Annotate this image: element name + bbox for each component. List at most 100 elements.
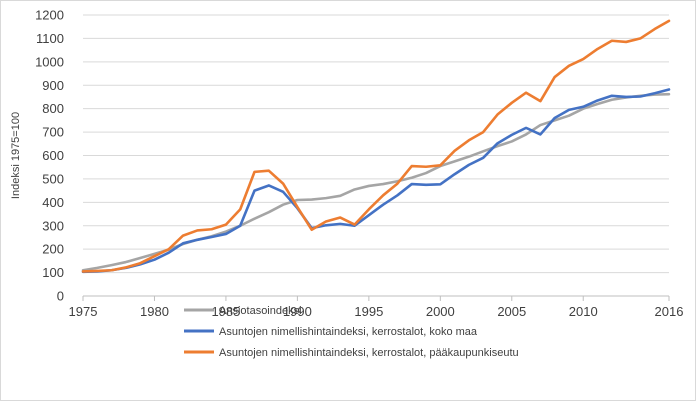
data-point bbox=[511, 134, 513, 136]
series-points-1 bbox=[82, 93, 670, 271]
legend-item-2: Asuntojen nimellishintaindeksi, kerrosta… bbox=[184, 326, 478, 338]
data-point bbox=[553, 117, 555, 119]
data-point bbox=[468, 155, 470, 157]
x-tick-label: 2000 bbox=[426, 304, 455, 319]
data-point bbox=[225, 223, 227, 225]
data-point bbox=[539, 133, 541, 135]
data-point bbox=[325, 197, 327, 199]
data-point bbox=[353, 223, 355, 225]
y-tick-label: 700 bbox=[42, 125, 64, 140]
y-tick-label: 1200 bbox=[35, 8, 64, 23]
series-line-3 bbox=[81, 19, 671, 273]
data-point bbox=[411, 183, 413, 185]
data-point bbox=[253, 189, 255, 191]
data-point bbox=[239, 208, 241, 210]
series-points-2 bbox=[82, 88, 670, 273]
data-point bbox=[582, 106, 584, 108]
legend-label: Asuntojen nimellishintaindeksi, kerrosta… bbox=[219, 347, 519, 359]
data-point bbox=[382, 183, 384, 185]
data-point bbox=[453, 160, 455, 162]
x-tick-label: 1980 bbox=[140, 304, 169, 319]
legend: Ansiotasoindeksi Asuntojen nimellishintai… bbox=[184, 305, 519, 359]
data-point bbox=[525, 92, 527, 94]
data-point bbox=[268, 211, 270, 213]
data-point bbox=[568, 114, 570, 116]
data-point bbox=[196, 239, 198, 241]
data-point bbox=[525, 127, 527, 129]
data-point bbox=[339, 216, 341, 218]
data-point bbox=[496, 113, 498, 115]
data-point bbox=[182, 234, 184, 236]
data-point bbox=[382, 194, 384, 196]
series-lines bbox=[81, 19, 671, 274]
data-point bbox=[139, 262, 141, 264]
data-point bbox=[582, 58, 584, 60]
data-point bbox=[210, 236, 212, 238]
data-point bbox=[168, 248, 170, 250]
data-point bbox=[639, 37, 641, 39]
data-point bbox=[539, 100, 541, 102]
data-point bbox=[82, 270, 84, 272]
series-line-1 bbox=[81, 92, 671, 272]
data-point bbox=[439, 164, 441, 166]
data-point bbox=[153, 255, 155, 257]
data-point bbox=[296, 206, 298, 208]
data-point bbox=[110, 264, 112, 266]
data-point bbox=[168, 251, 170, 253]
data-point bbox=[239, 225, 241, 227]
data-point bbox=[182, 242, 184, 244]
data-point bbox=[339, 195, 341, 197]
data-point bbox=[96, 267, 98, 269]
series-points-3 bbox=[82, 20, 670, 273]
y-axis-title: Indeksi 1975=100 bbox=[10, 112, 22, 199]
data-point bbox=[282, 203, 284, 205]
data-point bbox=[625, 96, 627, 98]
x-tick-label: 2010 bbox=[569, 304, 598, 319]
data-point bbox=[625, 41, 627, 43]
data-point bbox=[482, 150, 484, 152]
y-tick-label: 1100 bbox=[36, 31, 64, 46]
data-point bbox=[668, 88, 670, 90]
legend-label: Asuntojen nimellishintaindeksi, kerrosta… bbox=[219, 326, 478, 338]
data-point bbox=[596, 99, 598, 101]
data-point bbox=[210, 228, 212, 230]
data-point bbox=[396, 182, 398, 184]
data-point bbox=[139, 257, 141, 259]
x-tick-label: 1995 bbox=[354, 304, 383, 319]
data-point bbox=[611, 95, 613, 97]
legend-item-3: Asuntojen nimellishintaindeksi, kerrosta… bbox=[184, 347, 519, 359]
data-point bbox=[596, 48, 598, 50]
data-point bbox=[325, 224, 327, 226]
data-point bbox=[439, 183, 441, 185]
axes: 0 100 200 300 400 500 600 700 800 900 1000 1100 1200… bbox=[10, 8, 683, 320]
data-point bbox=[482, 157, 484, 159]
y-tick-label: 400 bbox=[42, 195, 64, 210]
data-point bbox=[368, 214, 370, 216]
data-point bbox=[353, 188, 355, 190]
data-point bbox=[110, 269, 112, 271]
data-point bbox=[453, 173, 455, 175]
y-tick-label: 900 bbox=[42, 78, 64, 93]
data-point bbox=[325, 220, 327, 222]
y-tick-label: 600 bbox=[42, 148, 64, 163]
data-point bbox=[468, 164, 470, 166]
x-tick-label: 1985 bbox=[211, 304, 240, 319]
x-tick-label: 1975 bbox=[69, 304, 98, 319]
data-point bbox=[511, 102, 513, 104]
data-point bbox=[425, 184, 427, 186]
data-point bbox=[368, 185, 370, 187]
data-point bbox=[525, 133, 527, 135]
data-point bbox=[296, 199, 298, 201]
data-point bbox=[539, 124, 541, 126]
data-point bbox=[310, 198, 312, 200]
data-point bbox=[253, 218, 255, 220]
data-point bbox=[196, 229, 198, 231]
data-point bbox=[368, 208, 370, 210]
data-point bbox=[310, 229, 312, 231]
x-tick-label: 2016 bbox=[655, 304, 684, 319]
y-tick-label: 100 bbox=[42, 265, 64, 280]
y-tick-label: 200 bbox=[42, 242, 64, 257]
data-point bbox=[425, 166, 427, 168]
data-point bbox=[411, 165, 413, 167]
